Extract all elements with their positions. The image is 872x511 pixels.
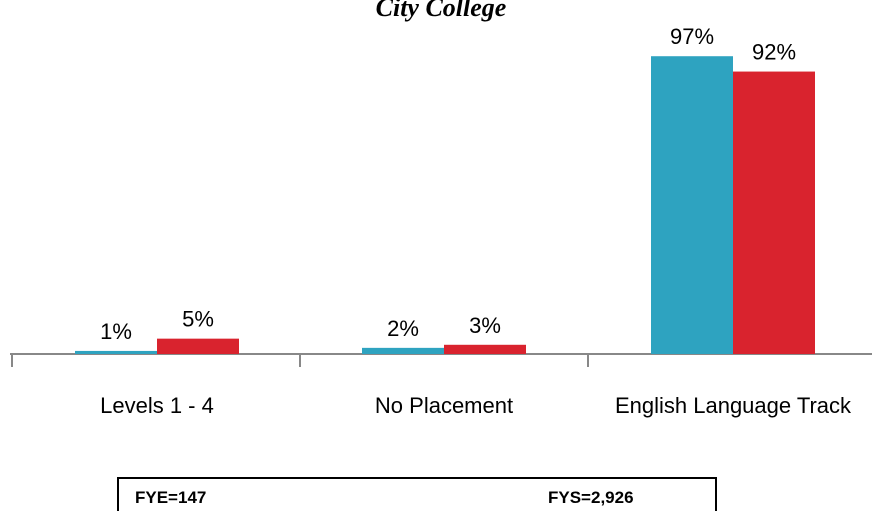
bar bbox=[444, 344, 526, 354]
bar bbox=[362, 347, 444, 354]
data-label: 97% bbox=[670, 24, 714, 49]
bar bbox=[733, 71, 815, 354]
legend-label: FYE=147 bbox=[135, 488, 206, 507]
bar bbox=[157, 338, 239, 354]
data-label: 5% bbox=[182, 307, 214, 332]
legend-label: FYS=2,926 bbox=[548, 488, 634, 507]
x-tick-label: English Language Track bbox=[614, 393, 852, 418]
bar bbox=[651, 56, 733, 355]
data-label: 92% bbox=[752, 40, 796, 65]
x-tick-label: No Placement bbox=[374, 393, 514, 418]
legend-box bbox=[117, 477, 717, 511]
x-tick-label: Levels 1 - 4 bbox=[100, 393, 214, 418]
data-label: 2% bbox=[387, 316, 419, 341]
data-label: 3% bbox=[469, 313, 501, 338]
data-label: 1% bbox=[100, 319, 132, 344]
bar bbox=[75, 350, 157, 354]
chart-title: City College bbox=[376, 0, 507, 22]
